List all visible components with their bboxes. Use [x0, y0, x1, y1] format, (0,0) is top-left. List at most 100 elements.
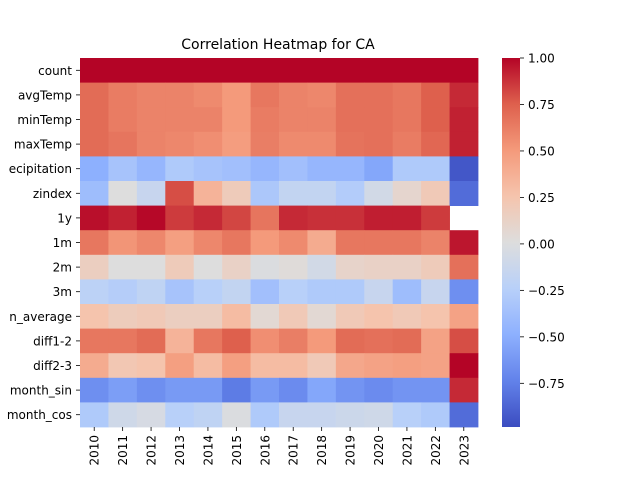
heatmap-cell-11-13: [449, 328, 479, 354]
y-tick-label: zindex: [33, 187, 72, 201]
y-tick-label: diff1-2: [33, 334, 72, 348]
heatmap-cell-9-11: [392, 279, 422, 305]
heatmap-cell-3-0: [80, 131, 109, 157]
y-tick-label: avgTemp: [18, 88, 72, 102]
colorbar-tick-label: −0.75: [528, 377, 565, 391]
heatmap-cell-12-3: [165, 353, 195, 379]
heatmap-cell-7-9: [335, 230, 365, 256]
heatmap-cell-4-13: [449, 156, 479, 182]
heatmap-cell-7-0: [80, 230, 109, 256]
heatmap-cell-14-2: [136, 402, 166, 428]
heatmap-cell-2-11: [392, 107, 422, 133]
heatmap-cell-9-0: [80, 279, 109, 305]
heatmap-cell-12-0: [80, 353, 109, 379]
y-axis: count avgTemp minTemp maxTemp ecipitation zin…: [7, 64, 80, 422]
heatmap-cell-12-7: [279, 353, 308, 379]
heatmap-cell-7-8: [307, 230, 337, 256]
heatmap-cell-8-6: [250, 254, 280, 280]
heatmap-cell-6-5: [222, 205, 251, 231]
y-tick-label: 1y: [57, 211, 72, 225]
heatmap-cell-12-1: [108, 353, 138, 379]
heatmap-cell-2-8: [307, 107, 337, 133]
heatmap-cell-2-12: [421, 107, 450, 133]
y-tick-label: month_sin: [10, 384, 72, 398]
heatmap-cell-6-0: [80, 205, 109, 231]
heatmap-cell-3-10: [364, 131, 394, 157]
x-tick-label: 2012: [145, 435, 159, 466]
heatmap-cell-14-8: [307, 402, 337, 428]
heatmap-cell-14-0: [80, 402, 109, 428]
heatmap-cell-6-7: [279, 205, 308, 231]
heatmap-cell-7-12: [421, 230, 450, 256]
heatmap-cell-4-2: [136, 156, 166, 182]
heatmap-cell-4-10: [364, 156, 394, 182]
heatmap-cell-1-1: [108, 82, 138, 108]
heatmap-cell-14-6: [250, 402, 280, 428]
heatmap-cell-3-12: [421, 131, 450, 157]
x-tick-label: 2018: [315, 435, 329, 466]
heatmap-cell-14-1: [108, 402, 138, 428]
heatmap-cell-8-2: [136, 254, 166, 280]
heatmap-cell-5-11: [392, 181, 422, 206]
x-tick-label: 2021: [400, 435, 414, 466]
x-tick-label: 2014: [201, 435, 215, 466]
heatmap-cell-8-10: [364, 254, 394, 280]
heatmap-cell-11-6: [250, 328, 280, 354]
heatmap-cell-7-5: [222, 230, 251, 256]
y-tick-label: 3m: [53, 285, 72, 299]
heatmap-cell-6-11: [392, 205, 422, 231]
y-tick-label: month_cos: [7, 408, 72, 422]
heatmap-cell-10-11: [392, 304, 422, 329]
colorbar-gradient: [502, 58, 520, 427]
colorbar-tick-label: 0.75: [528, 98, 555, 112]
heatmap-cell-1-5: [222, 82, 251, 108]
heatmap-cell-5-0: [80, 181, 109, 206]
colorbar-tick-label: 0.50: [528, 144, 555, 158]
heatmap-cell-4-7: [279, 156, 308, 182]
heatmap-cell-2-13: [449, 107, 479, 133]
heatmap-cell-5-1: [108, 181, 138, 206]
heatmap-cell-3-9: [335, 131, 365, 157]
heatmap-cell-4-11: [392, 156, 422, 182]
heatmap-cell-1-8: [307, 82, 337, 108]
heatmap-cell-5-7: [279, 181, 308, 206]
heatmap-cell-7-1: [108, 230, 138, 256]
heatmap-cell-5-5: [222, 181, 251, 206]
heatmap-cell-2-7: [279, 107, 308, 133]
heatmap-cell-0-5: [222, 58, 251, 83]
heatmap-cell-2-6: [250, 107, 280, 133]
heatmap-cell-11-12: [421, 328, 450, 354]
heatmap-cell-13-9: [335, 377, 365, 403]
heatmap-cell-11-5: [222, 328, 251, 354]
heatmap-cell-1-4: [193, 82, 223, 108]
heatmap-cell-2-3: [165, 107, 195, 133]
y-tick-label: count: [38, 64, 72, 78]
heatmap-cell-14-13: [449, 402, 479, 428]
heatmap-cell-11-11: [392, 328, 422, 354]
y-tick-label: n_average: [9, 310, 72, 324]
heatmap-cell-4-5: [222, 156, 251, 182]
heatmap-cell-2-1: [108, 107, 138, 133]
heatmap-cell-3-5: [222, 131, 251, 157]
heatmap-cell-1-7: [279, 82, 308, 108]
heatmap-cell-14-7: [279, 402, 308, 428]
colorbar-tick-label: −0.50: [528, 330, 565, 344]
heatmap-cell-11-0: [80, 328, 109, 354]
heatmap-cell-1-13: [449, 82, 479, 108]
heatmap-cell-10-6: [250, 304, 280, 329]
heatmap-cell-10-2: [136, 304, 166, 329]
heatmap-cell-14-5: [222, 402, 251, 428]
heatmap-cell-0-1: [108, 58, 138, 83]
heatmap-cell-11-2: [136, 328, 166, 354]
colorbar-tick-label: −0.25: [528, 284, 565, 298]
heatmap-cell-6-9: [335, 205, 365, 231]
heatmap-cell-1-0: [80, 82, 109, 108]
colorbar-tick-label: 0.00: [528, 237, 555, 251]
heatmap-cell-2-4: [193, 107, 223, 133]
heatmap-cell-12-9: [335, 353, 365, 379]
heatmap-cell-11-8: [307, 328, 337, 354]
heatmap-cell-7-3: [165, 230, 195, 256]
heatmap-cell-4-9: [335, 156, 365, 182]
heatmap-cell-13-7: [279, 377, 308, 403]
